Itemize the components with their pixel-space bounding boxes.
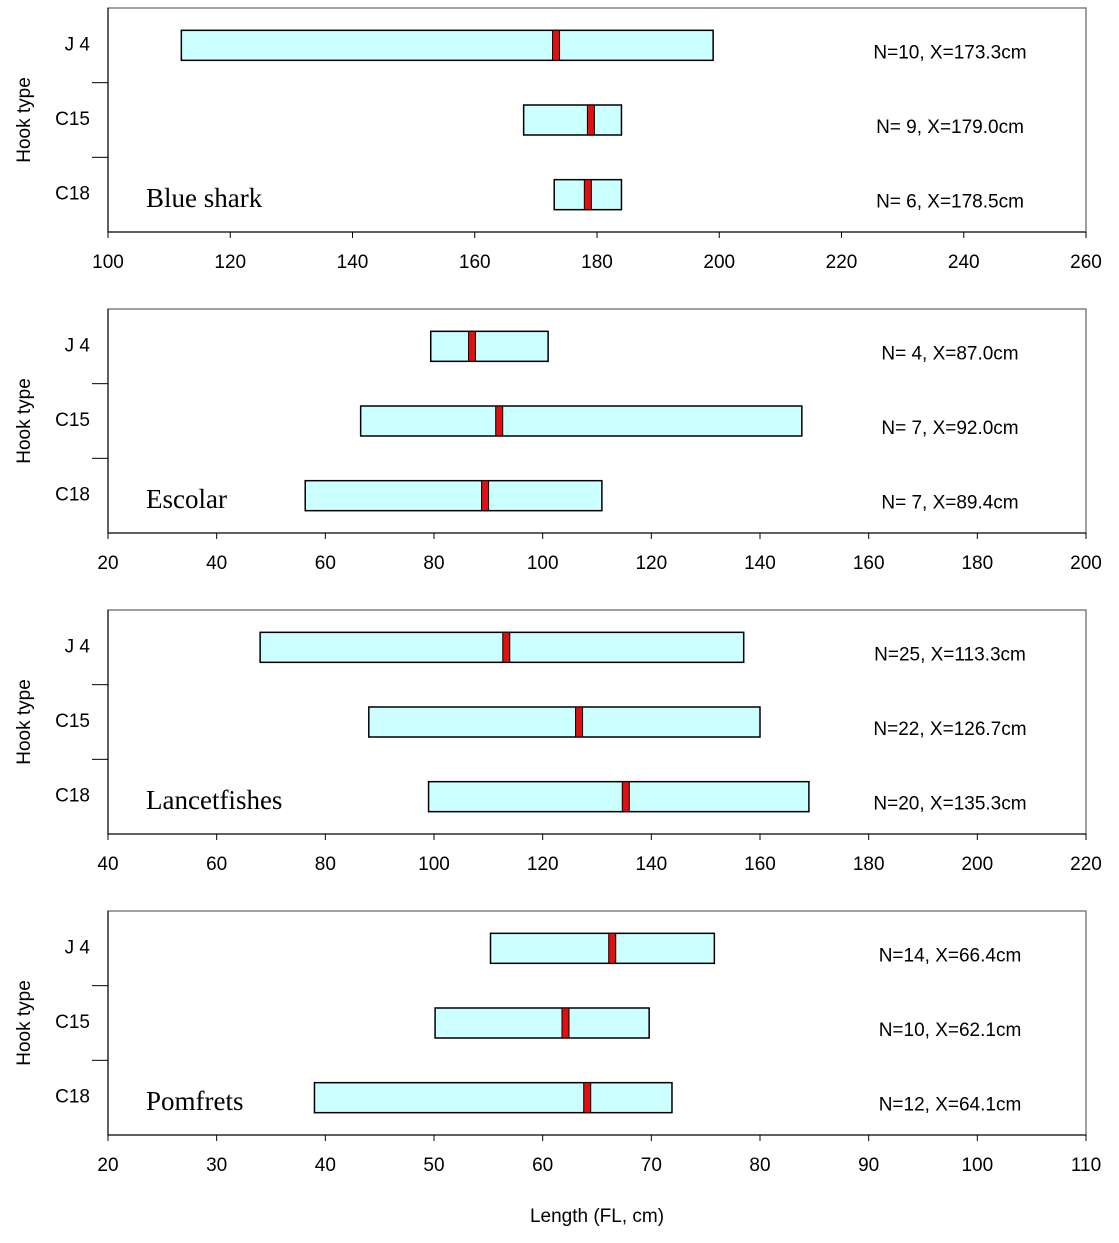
y-tick-label: C15 bbox=[55, 109, 90, 130]
y-tick-label: C18 bbox=[55, 786, 90, 807]
mean-marker bbox=[621, 781, 630, 813]
x-tick-label: 100 bbox=[961, 1155, 993, 1176]
x-tick-label: 40 bbox=[206, 553, 227, 574]
species-label: Lancetfishes bbox=[146, 785, 282, 815]
y-tick-label: C15 bbox=[55, 1012, 90, 1033]
x-tick-label: 40 bbox=[315, 1155, 336, 1176]
range-bar bbox=[180, 29, 714, 62]
x-tick-label: 100 bbox=[527, 553, 559, 574]
x-tick-label: 100 bbox=[418, 854, 450, 875]
x-axis-title: Length (FL, cm) bbox=[530, 1206, 664, 1227]
x-tick-label: 240 bbox=[948, 252, 980, 273]
y-tick-label: J 4 bbox=[65, 335, 91, 356]
mean-marker bbox=[502, 631, 511, 663]
x-tick-label: 70 bbox=[641, 1155, 662, 1176]
y-tick-label: C18 bbox=[55, 184, 90, 205]
x-tick-label: 90 bbox=[858, 1155, 879, 1176]
x-tick-label: 100 bbox=[92, 252, 124, 273]
y-tick-label: J 4 bbox=[65, 34, 91, 55]
x-tick-label: 20 bbox=[97, 1155, 118, 1176]
y-tick-label: C18 bbox=[55, 485, 90, 506]
annotation: N=12, X=64.1cm bbox=[879, 1095, 1022, 1116]
x-tick-label: 140 bbox=[337, 252, 369, 273]
x-tick-label: 80 bbox=[315, 854, 336, 875]
mean-marker bbox=[575, 706, 584, 738]
x-tick-label: 120 bbox=[635, 553, 667, 574]
x-tick-label: 160 bbox=[744, 854, 776, 875]
y-tick-label: J 4 bbox=[65, 937, 91, 958]
x-tick-label: 30 bbox=[206, 1155, 227, 1176]
range-bar bbox=[359, 405, 803, 437]
mean-marker bbox=[561, 1007, 570, 1039]
x-tick-label: 120 bbox=[214, 252, 246, 273]
species-label: Blue shark bbox=[146, 183, 263, 213]
y-tick-label: C15 bbox=[55, 711, 90, 732]
x-tick-label: 60 bbox=[532, 1155, 553, 1176]
x-tick-label: 180 bbox=[853, 854, 885, 875]
x-tick-label: 180 bbox=[961, 553, 993, 574]
x-tick-label: 220 bbox=[1070, 854, 1102, 875]
species-label: Pomfrets bbox=[146, 1086, 244, 1116]
annotation: N= 7, X=89.4cm bbox=[881, 493, 1018, 514]
y-axis-title: Hook type bbox=[14, 77, 35, 163]
annotation: N= 6, X=178.5cm bbox=[876, 192, 1024, 213]
range-bar bbox=[434, 1007, 650, 1039]
range-bar bbox=[313, 1081, 673, 1114]
x-tick-label: 80 bbox=[749, 1155, 770, 1176]
x-tick-label: 160 bbox=[853, 553, 885, 574]
x-tick-label: 80 bbox=[423, 553, 444, 574]
range-bar bbox=[304, 479, 603, 512]
range-bar bbox=[489, 932, 716, 965]
annotation: N=22, X=126.7cm bbox=[873, 719, 1026, 740]
x-tick-label: 260 bbox=[1070, 252, 1102, 273]
range-bar bbox=[427, 780, 810, 813]
mean-marker bbox=[495, 405, 504, 437]
x-tick-label: 140 bbox=[635, 854, 667, 875]
x-tick-label: 140 bbox=[744, 553, 776, 574]
mean-marker bbox=[468, 330, 477, 362]
annotation: N= 7, X=92.0cm bbox=[881, 418, 1018, 439]
annotation: N= 4, X=87.0cm bbox=[881, 343, 1018, 364]
y-tick-label: C18 bbox=[55, 1087, 90, 1108]
annotation: N=14, X=66.4cm bbox=[879, 945, 1022, 966]
range-bar bbox=[368, 706, 761, 738]
annotation: N=10, X=173.3cm bbox=[873, 42, 1026, 63]
y-axis-title: Hook type bbox=[14, 378, 35, 464]
annotation: N=10, X=62.1cm bbox=[879, 1020, 1022, 1041]
y-axis-title: Hook type bbox=[14, 980, 35, 1066]
x-tick-label: 200 bbox=[961, 854, 993, 875]
x-tick-label: 220 bbox=[826, 252, 858, 273]
x-tick-label: 180 bbox=[581, 252, 613, 273]
x-tick-label: 200 bbox=[703, 252, 735, 273]
x-tick-label: 50 bbox=[423, 1155, 444, 1176]
range-bar bbox=[522, 104, 623, 136]
annotation: N=25, X=113.3cm bbox=[874, 644, 1026, 665]
species-label: Escolar bbox=[146, 484, 227, 514]
mean-marker bbox=[586, 104, 595, 136]
mean-marker bbox=[608, 932, 617, 964]
annotation: N= 9, X=179.0cm bbox=[876, 117, 1024, 138]
x-tick-label: 160 bbox=[459, 252, 491, 273]
range-bar bbox=[429, 330, 549, 363]
mean-marker bbox=[583, 1082, 592, 1114]
x-tick-label: 60 bbox=[315, 553, 336, 574]
x-tick-label: 60 bbox=[206, 854, 227, 875]
range-bar bbox=[259, 631, 745, 664]
x-tick-label: 20 bbox=[97, 553, 118, 574]
x-tick-label: 110 bbox=[1071, 1155, 1101, 1176]
x-tick-label: 40 bbox=[97, 854, 118, 875]
y-tick-label: C15 bbox=[55, 410, 90, 431]
mean-marker bbox=[552, 29, 561, 61]
mean-marker bbox=[583, 179, 592, 211]
x-tick-label: 120 bbox=[527, 854, 559, 875]
y-axis-title: Hook type bbox=[14, 679, 35, 765]
x-tick-label: 200 bbox=[1070, 553, 1102, 574]
annotation: N=20, X=135.3cm bbox=[873, 794, 1026, 815]
y-tick-label: J 4 bbox=[65, 636, 91, 657]
mean-marker bbox=[481, 480, 490, 512]
